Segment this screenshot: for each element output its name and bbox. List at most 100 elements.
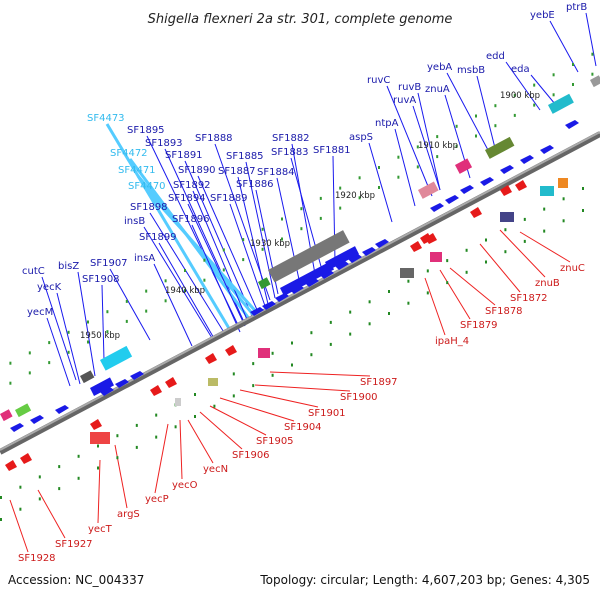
scale-tick — [232, 372, 235, 376]
leader-line — [41, 276, 77, 381]
leader-line — [37, 489, 66, 539]
scale-tick — [426, 269, 429, 273]
scale-tick — [155, 413, 158, 417]
gene-label: SF1892 — [173, 180, 211, 191]
gene-label: SF1904 — [284, 422, 322, 433]
forward-gene-arrow — [500, 165, 514, 174]
gene-label: ruvB — [398, 82, 421, 93]
leader-line — [229, 203, 266, 307]
scale-tick — [300, 207, 303, 211]
scale-tick — [300, 227, 303, 231]
leader-line — [505, 61, 541, 111]
gene-label: bisZ — [58, 261, 79, 272]
backbone-highlight — [0, 131, 600, 451]
scale-tick — [174, 425, 177, 429]
scale-tick — [504, 228, 507, 232]
scale-tick — [9, 381, 12, 385]
gene-label: SF1887 — [218, 166, 256, 177]
gene-label: SF1896 — [172, 214, 210, 225]
scale-tick — [281, 217, 283, 221]
scale-tick — [368, 300, 371, 304]
forward-gene-arrow — [130, 371, 144, 380]
scale-tick — [77, 476, 80, 480]
scale-tick — [426, 291, 429, 295]
leader-line — [114, 444, 128, 509]
accession-text: Accession: NC_004337 — [8, 573, 145, 587]
scale-tick — [135, 423, 138, 427]
scale-tick — [9, 361, 12, 365]
scale-tick — [513, 113, 516, 117]
scale-tick — [329, 342, 332, 346]
forward-gene-arrow — [445, 195, 459, 204]
gene-label: SF1901 — [308, 408, 346, 419]
scale-tick — [291, 363, 293, 367]
gene-label: yecM — [27, 307, 53, 318]
gene-label: SF1893 — [145, 138, 183, 149]
scale-tick — [145, 289, 148, 293]
feature-block — [15, 403, 32, 418]
gene-label: yebA — [427, 62, 452, 73]
gene-label: SF1884 — [257, 167, 295, 178]
scale-tick — [19, 485, 22, 489]
leader-line — [446, 72, 489, 151]
forward-gene-block — [90, 377, 114, 396]
scale-tick — [407, 279, 410, 283]
scale-tick — [339, 186, 342, 190]
scale-tick — [485, 260, 487, 264]
scale-tick — [465, 270, 468, 274]
scale-tick — [388, 312, 390, 315]
gene-label: SF1890 — [178, 165, 216, 176]
gene-label: SF1881 — [313, 145, 351, 156]
gene-label: yebE — [530, 10, 555, 21]
forward-gene-arrow — [430, 203, 444, 212]
gene-label: yecN — [203, 464, 228, 475]
leader-line — [187, 203, 246, 327]
gene-label: SF1928 — [18, 553, 56, 564]
gene-label: aspS — [349, 132, 373, 143]
scale-tick — [358, 196, 361, 200]
gene-label: SF1907 — [90, 258, 128, 269]
gene-label: SF1905 — [256, 436, 294, 447]
scale-tick — [28, 371, 31, 375]
scale-tick — [523, 239, 526, 243]
leader-line — [197, 175, 259, 313]
scale-tick — [378, 186, 380, 189]
scale-tick — [106, 330, 109, 334]
feature-block — [0, 409, 13, 422]
leader-line — [585, 12, 597, 67]
gene-label: SF1897 — [360, 377, 398, 388]
scale-tick — [203, 278, 206, 282]
forward-gene-arrow — [375, 239, 389, 248]
scale-tick — [213, 404, 216, 408]
scale-tick — [38, 475, 41, 479]
scale-tick — [164, 279, 167, 283]
gene-label: SF1899 — [139, 232, 177, 243]
scale-tick — [58, 487, 61, 491]
scale-tick — [543, 229, 546, 233]
leader-line — [476, 75, 496, 149]
gene-label: SF1872 — [510, 293, 548, 304]
forward-gene-arrow — [335, 261, 349, 270]
gene-label: yecT — [88, 524, 113, 535]
scale-tick — [572, 63, 574, 66]
scale-tick — [378, 166, 380, 169]
scale-tick — [407, 301, 410, 305]
scale-tick — [582, 209, 584, 212]
leader-line — [109, 268, 151, 341]
feature-block — [418, 181, 439, 199]
gene-label: edd — [486, 51, 505, 62]
reverse-gene-arrow — [205, 353, 217, 364]
scale-tick — [436, 155, 439, 159]
scale-tick — [67, 350, 70, 354]
gene-label: SF1879 — [460, 320, 498, 331]
gene-label: ntpA — [375, 118, 399, 129]
forward-gene-arrow — [275, 293, 289, 302]
leader-line — [439, 269, 471, 320]
scale-tick — [543, 207, 546, 211]
scale-tick — [494, 104, 497, 108]
reverse-gene-arrow — [470, 207, 482, 218]
scale-tick — [562, 219, 565, 223]
leader-line — [179, 419, 183, 480]
leader-line — [105, 123, 232, 331]
